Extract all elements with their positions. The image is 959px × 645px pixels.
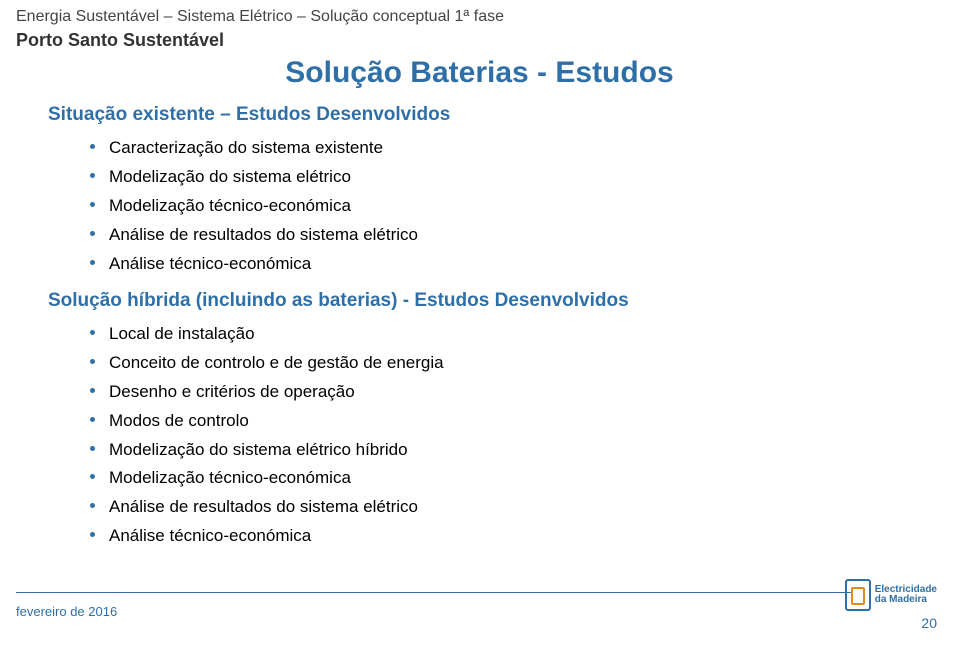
- list-item: Caracterização do sistema existente: [90, 134, 418, 163]
- list-item: Modelização do sistema elétrico: [90, 163, 418, 192]
- list-item-label: Análise de resultados do sistema elétric…: [109, 221, 418, 250]
- logo: Electricidade da Madeira: [845, 579, 937, 611]
- bullet-icon: [90, 173, 95, 178]
- list-item-label: Análise de resultados do sistema elétric…: [109, 493, 418, 522]
- footer-divider: [16, 592, 851, 593]
- list-item: Análise de resultados do sistema elétric…: [90, 493, 444, 522]
- list-item-label: Modos de controlo: [109, 407, 249, 436]
- list-item: Análise técnico-económica: [90, 522, 444, 551]
- bullet-icon: [90, 359, 95, 364]
- list-item-label: Modelização técnico-económica: [109, 464, 351, 493]
- section2-heading: Solução híbrida (incluindo as baterias) …: [48, 290, 629, 312]
- list-item: Modelização técnico-económica: [90, 192, 418, 221]
- list-item: Modos de controlo: [90, 407, 444, 436]
- logo-icon: [845, 579, 871, 611]
- list-item: Local de instalação: [90, 320, 444, 349]
- slide-title: Solução Baterias - Estudos: [285, 56, 673, 90]
- bullet-icon: [90, 388, 95, 393]
- list-item-label: Análise técnico-económica: [109, 250, 311, 279]
- list-item: Modelização do sistema elétrico híbrido: [90, 436, 444, 465]
- list-item-label: Conceito de controlo e de gestão de ener…: [109, 349, 444, 378]
- page-number: 20: [921, 615, 937, 631]
- list-item-label: Caracterização do sistema existente: [109, 134, 383, 163]
- logo-text: Electricidade da Madeira: [875, 585, 937, 606]
- bullet-icon: [90, 260, 95, 265]
- list-item-label: Modelização do sistema elétrico: [109, 163, 351, 192]
- list-item: Conceito de controlo e de gestão de ener…: [90, 349, 444, 378]
- list-item-label: Modelização técnico-económica: [109, 192, 351, 221]
- bullet-icon: [90, 144, 95, 149]
- bullet-icon: [90, 474, 95, 479]
- bullet-icon: [90, 503, 95, 508]
- bullet-icon: [90, 330, 95, 335]
- logo-text-line2: da Madeira: [875, 595, 937, 606]
- bullet-icon: [90, 446, 95, 451]
- list-item-label: Desenho e critérios de operação: [109, 378, 355, 407]
- list-item: Desenho e critérios de operação: [90, 378, 444, 407]
- subtitle: Porto Santo Sustentável: [16, 30, 224, 51]
- section1-list: Caracterização do sistema existente Mode…: [90, 134, 418, 278]
- bullet-icon: [90, 417, 95, 422]
- list-item: Modelização técnico-económica: [90, 464, 444, 493]
- list-item-label: Modelização do sistema elétrico híbrido: [109, 436, 408, 465]
- bullet-icon: [90, 532, 95, 537]
- section1-heading: Situação existente – Estudos Desenvolvid…: [48, 104, 450, 126]
- section2-list: Local de instalação Conceito de controlo…: [90, 320, 444, 551]
- list-item: Análise técnico-económica: [90, 250, 418, 279]
- list-item-label: Análise técnico-económica: [109, 522, 311, 551]
- footer-date: fevereiro de 2016: [16, 604, 117, 619]
- list-item: Análise de resultados do sistema elétric…: [90, 221, 418, 250]
- bullet-icon: [90, 202, 95, 207]
- bullet-icon: [90, 231, 95, 236]
- breadcrumb: Energia Sustentável – Sistema Elétrico –…: [16, 8, 504, 26]
- list-item-label: Local de instalação: [109, 320, 255, 349]
